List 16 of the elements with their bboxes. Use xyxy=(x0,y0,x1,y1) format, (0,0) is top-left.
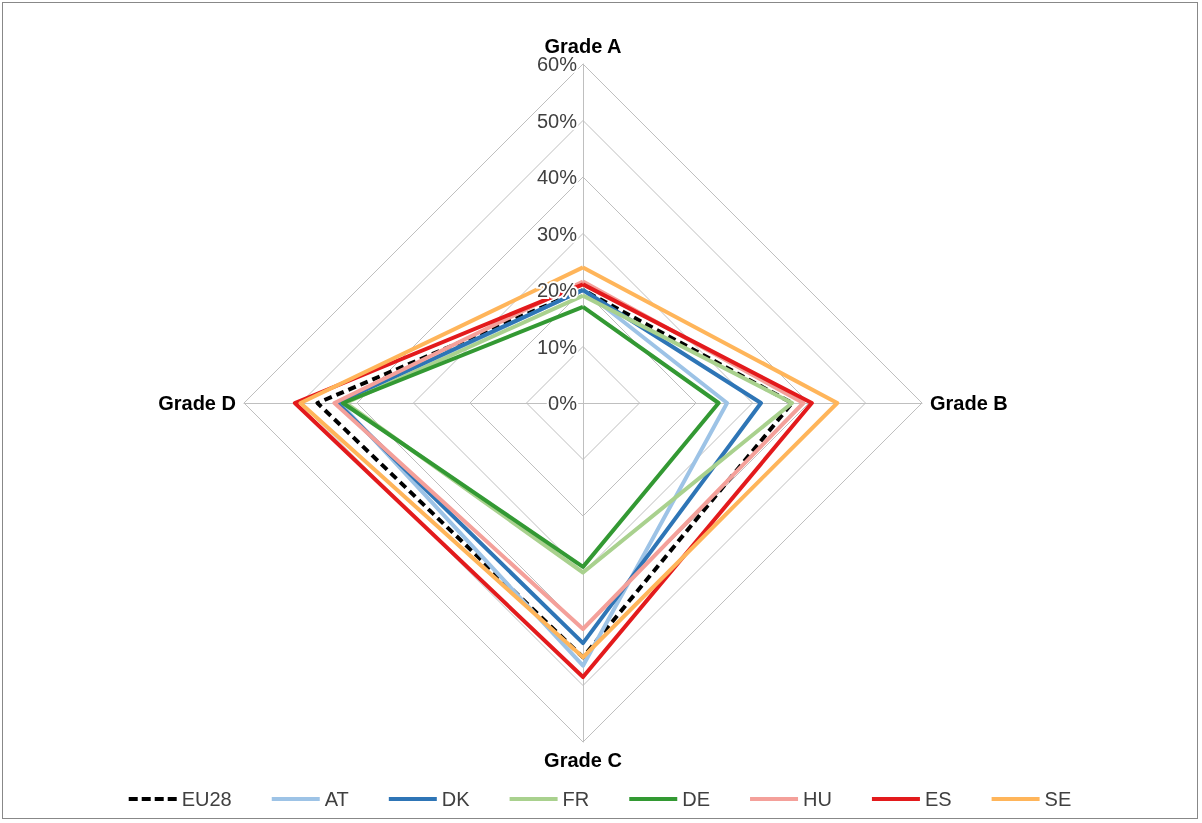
legend-label: FR xyxy=(562,788,590,810)
legend-label: AT xyxy=(324,788,349,810)
legend-label: EU28 xyxy=(181,788,232,810)
spoke-label: Grade D xyxy=(158,392,236,414)
y-tick-label: 50% xyxy=(536,109,578,132)
spoke-label: Grade B xyxy=(930,392,1008,414)
legend-label: ES xyxy=(924,788,952,810)
y-tick-label: 0% xyxy=(548,392,578,414)
legend-label: SE xyxy=(1044,788,1072,810)
y-tick-label: 30% xyxy=(536,222,578,245)
legend-label: DE xyxy=(682,788,711,810)
legend-label: HU xyxy=(803,788,832,810)
y-tick-label: 40% xyxy=(536,166,578,188)
legend-label: DK xyxy=(441,788,471,810)
spoke-label: Grade C xyxy=(544,749,622,771)
y-tick-label: 10% xyxy=(536,335,578,358)
